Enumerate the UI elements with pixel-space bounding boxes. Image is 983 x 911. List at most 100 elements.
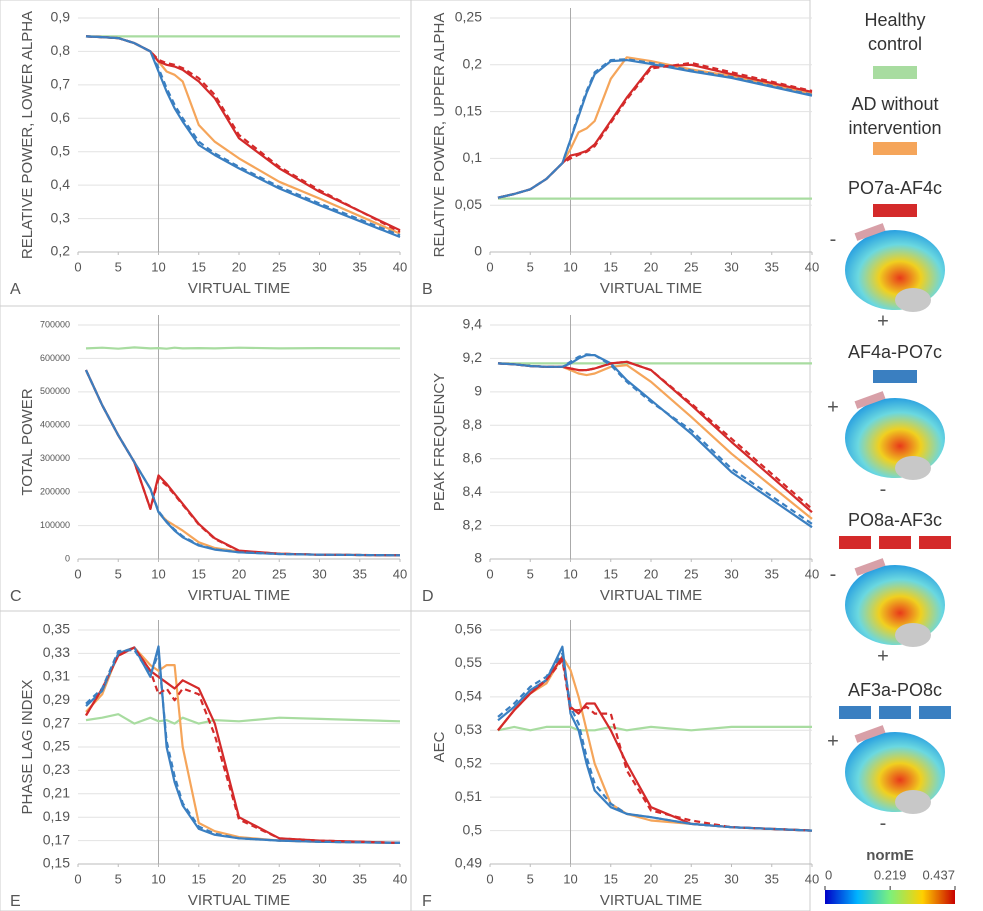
series-line: PO8a-AF3c — [85, 646, 401, 844]
x-axis-label: VIRTUAL TIME — [188, 587, 290, 604]
polarity-sign: - — [880, 812, 887, 834]
x-tick-label: 35 — [765, 259, 779, 274]
y-tick-label: 700000 — [40, 319, 70, 329]
series-line: Healthy control — [85, 346, 401, 350]
series-line: PO7a-AF4c — [85, 35, 401, 232]
y-tick-label: 0,25 — [43, 738, 70, 754]
x-tick-label: 15 — [604, 871, 618, 886]
series-line: AD without intervention — [497, 56, 813, 199]
y-tick-label: 8,4 — [463, 483, 483, 499]
y-tick-label: 8,6 — [463, 449, 483, 465]
x-tick-label: 0 — [74, 566, 81, 581]
panel-label: F — [422, 893, 432, 910]
series-line: PO8a-AF3c — [85, 369, 401, 557]
y-tick-label: 0,55 — [455, 654, 482, 670]
y-tick-label: 9,2 — [463, 349, 483, 365]
series-line: AD without intervention — [497, 655, 813, 832]
electrode — [854, 223, 886, 241]
colorbar-title: normE — [866, 847, 914, 864]
y-tick-label: 0 — [474, 243, 482, 259]
x-tick-label: 0 — [486, 566, 493, 581]
y-tick-label: 200000 — [40, 487, 70, 497]
legend-swatch — [919, 536, 951, 549]
x-axis-label: VIRTUAL TIME — [600, 587, 702, 604]
x-tick-label: 25 — [272, 259, 286, 274]
series-line: AF3a-PO8c — [497, 353, 813, 525]
x-tick-label: 20 — [232, 871, 246, 886]
legend-swatch — [839, 706, 871, 719]
y-axis-label: PHASE LAG INDEX — [19, 679, 36, 814]
panel: 0,15 0,17 0,19 0,21 0,23 0,25 0,27 0,29 0,31 0,33… — [10, 620, 407, 910]
x-tick-label: 10 — [563, 259, 577, 274]
y-tick-label: 0,23 — [43, 761, 70, 777]
x-tick-label: 30 — [724, 259, 738, 274]
y-tick-label: 0,35 — [43, 621, 70, 637]
panel: 8 8,2 8,4 8,6 8,8 9 9,2 9,4 0 5 10 15 20 25 30 35 40 VIRT… — [422, 315, 819, 605]
x-tick-label: 5 — [115, 871, 122, 886]
electrode — [854, 558, 886, 576]
series-line: AF3a-PO8c — [497, 58, 813, 199]
x-tick-label: 35 — [765, 566, 779, 581]
panel: 0 0,05 0,1 0,15 0,2 0,25 0 5 10 15 20 25 30 35 40 VIRTU… — [422, 8, 819, 298]
y-tick-label: 0,56 — [455, 621, 482, 637]
x-tick-label: 5 — [115, 566, 122, 581]
legend-label: AF4a-PO7c — [847, 342, 943, 362]
legend-swatch — [873, 204, 917, 217]
y-tick-label: 0,05 — [455, 196, 482, 212]
y-tick-label: 400000 — [40, 420, 70, 430]
series-line: AF4a-PO7c — [85, 369, 401, 557]
x-axis-label: VIRTUAL TIME — [188, 892, 290, 909]
y-tick-label: 0,9 — [51, 9, 71, 25]
y-tick-label: 0,15 — [455, 102, 482, 118]
series-line: PO8a-AF3c — [497, 61, 813, 199]
panel-label: B — [422, 281, 433, 298]
panel-label: D — [422, 588, 434, 605]
legend-label: PO8a-AF3c — [847, 510, 943, 530]
y-tick-label: 0,19 — [43, 808, 70, 824]
series-line: PO8a-AF3c — [497, 360, 813, 510]
brain-icon: -+ — [830, 223, 945, 332]
series-line: AF3a-PO8c — [497, 652, 813, 832]
polarity-sign: + — [827, 396, 839, 418]
x-tick-label: 40 — [393, 259, 407, 274]
cerebellum — [895, 623, 931, 647]
y-tick-label: 0,53 — [455, 721, 482, 737]
y-tick-label: 8 — [474, 550, 482, 566]
x-tick-label: 25 — [272, 566, 286, 581]
y-tick-label: 0,29 — [43, 691, 70, 707]
y-tick-label: 0,5 — [463, 821, 483, 837]
y-tick-label: 0,31 — [43, 668, 70, 684]
series-line: AD without intervention — [85, 369, 401, 557]
x-tick-label: 5 — [115, 259, 122, 274]
colorbar-tick-label: 0.437 — [922, 867, 955, 882]
y-tick-label: 0,8 — [51, 42, 71, 58]
y-axis-label: AEC — [431, 731, 448, 762]
legend-swatch — [879, 706, 911, 719]
y-tick-label: 0,51 — [455, 788, 482, 804]
legend-label: PO7a-AF4c — [847, 178, 943, 198]
y-tick-label: 100000 — [40, 520, 70, 530]
series-line: AF4a-PO7c — [85, 645, 401, 844]
y-tick-label: 9,4 — [463, 316, 483, 332]
x-tick-label: 25 — [684, 566, 698, 581]
legend-swatch — [879, 536, 911, 549]
x-tick-label: 25 — [684, 259, 698, 274]
y-tick-label: 0,4 — [51, 176, 71, 192]
polarity-sign: - — [880, 478, 887, 500]
y-tick-label: 500000 — [40, 386, 70, 396]
y-tick-label: 0,54 — [455, 688, 482, 704]
panel-label: C — [10, 588, 22, 605]
x-tick-label: 25 — [272, 871, 286, 886]
x-tick-label: 5 — [527, 871, 534, 886]
x-tick-label: 40 — [393, 871, 407, 886]
polarity-sign: + — [827, 730, 839, 752]
panel-label: E — [10, 893, 21, 910]
panel: 0,49 0,5 0,51 0,52 0,53 0,54 0,55 0,56 0 5 10 15 20 2… — [422, 620, 819, 910]
x-tick-label: 15 — [192, 566, 206, 581]
x-tick-label: 30 — [312, 259, 326, 274]
series-line: AF3a-PO8c — [85, 648, 401, 844]
electrode — [854, 391, 886, 409]
y-tick-label: 0,25 — [455, 9, 482, 25]
